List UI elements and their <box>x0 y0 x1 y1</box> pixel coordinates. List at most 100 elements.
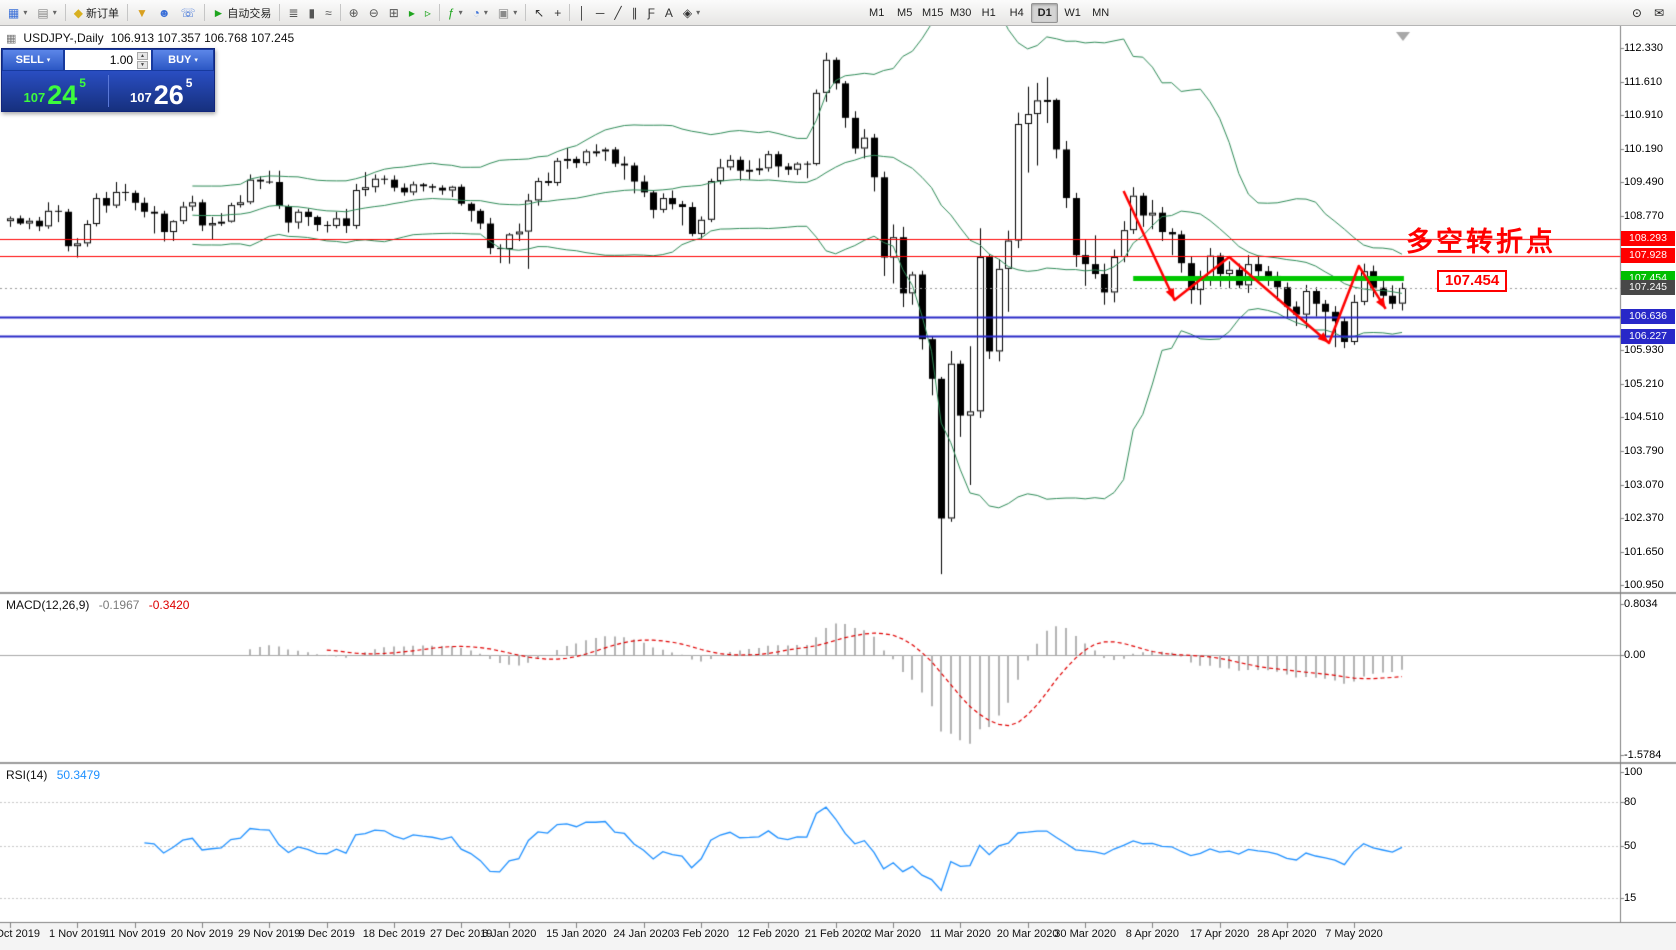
chat-button[interactable]: ✉ <box>1649 2 1669 23</box>
time-label: 7 May 2020 <box>1325 928 1383 940</box>
buy-price-main: 107 <box>130 89 152 105</box>
caret-down-icon: ▾ <box>46 57 51 64</box>
cursor-icon: ↖ <box>534 5 545 20</box>
buy-button[interactable]: BUY ▾ <box>152 49 214 71</box>
fibonacci-icon: Ƒ <box>647 5 655 20</box>
arrows-button[interactable]: ◈ ▾ <box>678 2 705 23</box>
time-label: 20 Nov 2019 <box>170 928 234 940</box>
timeframe-d1[interactable]: D1 <box>1031 2 1059 23</box>
trade-panel-divider <box>107 75 109 107</box>
price-tick-label: 103.790 <box>1624 445 1664 457</box>
time-label: 30 Mar 2020 <box>1054 928 1117 940</box>
toolbar-separator <box>126 4 128 21</box>
chart-bars-button[interactable]: ≣ <box>283 2 303 23</box>
timeframe-h1[interactable]: H1 <box>981 6 996 19</box>
time-label: 27 Dec 2019 <box>429 928 493 940</box>
volume-stepper[interactable]: ▲ ▼ <box>137 51 148 69</box>
horizontal-line-button[interactable]: ─ <box>591 2 610 23</box>
macd-axis-label: 0.8034 <box>1624 598 1658 610</box>
chart-shift-icon: ▹ <box>424 5 431 20</box>
rsi-axis-label: 100 <box>1624 766 1643 778</box>
time-label: 23 Oct 2019 <box>0 928 40 940</box>
price-tick-label: 110.910 <box>1624 109 1663 121</box>
chart-bars-icon: ≣ <box>288 5 299 20</box>
zoom-in-button[interactable]: ⊕ <box>344 2 364 23</box>
macd-main-value: -0.1967 <box>98 598 140 612</box>
new-chart-icon: ▦ <box>8 5 20 20</box>
time-label: 18 Dec 2019 <box>362 928 426 940</box>
periods-button[interactable]: ◔ ▾ <box>468 2 493 23</box>
templates-button[interactable]: ▣ ▾ <box>493 2 522 23</box>
time-label: 11 Mar 2020 <box>929 928 991 940</box>
new-order-button[interactable]: ◆ 新订单 <box>69 2 124 23</box>
volume-input[interactable]: 1.00 ▲ ▼ <box>64 49 152 71</box>
price-tick-label: 102.370 <box>1624 512 1664 524</box>
caret-down-icon: ▾ <box>23 8 28 17</box>
spinner-up-icon[interactable]: ▲ <box>137 51 148 60</box>
tile-windows-button[interactable]: ⊞ <box>384 2 404 23</box>
toolbar-separator <box>525 4 527 21</box>
price-tick-label: 111.610 <box>1624 75 1663 88</box>
timeframe-m15[interactable]: M15 <box>921 6 944 19</box>
timeframe-h4[interactable]: H4 <box>1009 6 1024 19</box>
price-badge: 106.227 <box>1621 328 1675 344</box>
periods-icon: ◔ <box>472 5 480 20</box>
indicators-button[interactable]: ƒ ▾ <box>443 2 468 23</box>
cursor-button[interactable]: ↖ <box>529 2 549 23</box>
timeframe-m5[interactable]: M5 <box>897 6 913 19</box>
price-axis[interactable] <box>1620 26 1676 922</box>
chart-canvas[interactable] <box>0 26 1676 950</box>
market-watch-button[interactable]: ▼ <box>131 2 153 23</box>
auto-trading-button[interactable]: ► 自动交易 <box>208 2 277 23</box>
time-label: 21 Feb 2020 <box>804 928 867 940</box>
toolbar-separator <box>203 4 205 21</box>
auto-scroll-button[interactable]: ▸ <box>404 2 420 23</box>
profiles-icon: ▤ <box>37 5 49 20</box>
timeframe-mn[interactable]: MN <box>1092 6 1110 19</box>
timeframe-m1[interactable]: M1 <box>869 6 885 19</box>
fibonacci-button[interactable]: Ƒ <box>643 2 660 23</box>
equidistant-channel-icon: ∥ <box>631 5 638 20</box>
time-label: 2 Mar 2020 <box>865 928 922 940</box>
equidistant-channel-button[interactable]: ∥ <box>627 2 643 23</box>
trendline-button[interactable]: ╱ <box>609 2 626 23</box>
sell-button[interactable]: SELL ▾ <box>2 49 64 71</box>
navigator-button[interactable]: ☻ <box>153 2 176 23</box>
toolbar-separator <box>339 4 341 21</box>
timeframe-group: M1 M5 M15 M30 H1 H4 D1 W1 MN <box>863 2 1114 23</box>
toolbar-separator <box>438 4 440 21</box>
time-label: 17 Apr 2020 <box>1189 928 1250 940</box>
vertical-line-button[interactable]: │ <box>573 2 591 23</box>
zoom-out-button[interactable]: ⊖ <box>364 2 384 23</box>
rsi-label: RSI(14) 50.3479 <box>6 768 100 782</box>
turning-point-annotation[interactable]: 多空转折点 <box>1406 227 1556 257</box>
vertical-line-icon: │ <box>578 5 586 20</box>
auto-scroll-icon: ▸ <box>408 5 415 20</box>
level-price-label[interactable]: 107.454 <box>1437 270 1508 292</box>
crosshair-button[interactable]: + <box>549 2 566 23</box>
auto-trading-label: 自动交易 <box>227 7 272 20</box>
toolbar-separator <box>569 4 571 21</box>
profiles-button[interactable]: ▤ ▾ <box>32 2 61 23</box>
chart-symbol-info: ▦ USDJPY-,Daily 106.913 107.357 106.768 … <box>6 31 294 45</box>
time-label: 24 Jan 2020 <box>613 928 674 940</box>
toolbar: ▦ ▾ ▤ ▾ ◆ 新订单 ▼ ☻ ☏ ► 自动交易 ≣ ▮ ≈ ⊕ ⊖ ⊞ ▸ ▹ ƒ ▾ ◔ ▾ ▣ ▾ ↖ + │ ─ ╱ ∥ Ƒ A ◈ ▾… <box>0 0 1676 26</box>
toolbar-separator <box>279 4 281 21</box>
price-tick-label: 103.070 <box>1624 478 1664 491</box>
chart-candles-button[interactable]: ▮ <box>303 2 320 23</box>
spinner-down-icon[interactable]: ▼ <box>137 60 148 69</box>
chart-shift-button[interactable]: ▹ <box>420 2 436 23</box>
time-label: 20 Mar 2020 <box>996 928 1059 940</box>
timeframe-w1[interactable]: W1 <box>1064 6 1081 19</box>
buy-price[interactable]: 107 26 5 <box>109 71 215 111</box>
terminal-button[interactable]: ☏ <box>175 2 200 23</box>
chart-line-button[interactable]: ≈ <box>320 2 337 23</box>
rsi-axis-label: 80 <box>1624 795 1637 808</box>
sell-price[interactable]: 107 24 5 <box>2 71 108 111</box>
search-button[interactable]: ⊙ <box>1627 2 1647 23</box>
new-chart-button[interactable]: ▦ ▾ <box>3 2 32 23</box>
caret-down-icon: ▾ <box>194 57 198 64</box>
timeframe-m30[interactable]: M30 <box>949 6 972 19</box>
text-button[interactable]: A <box>660 2 678 23</box>
